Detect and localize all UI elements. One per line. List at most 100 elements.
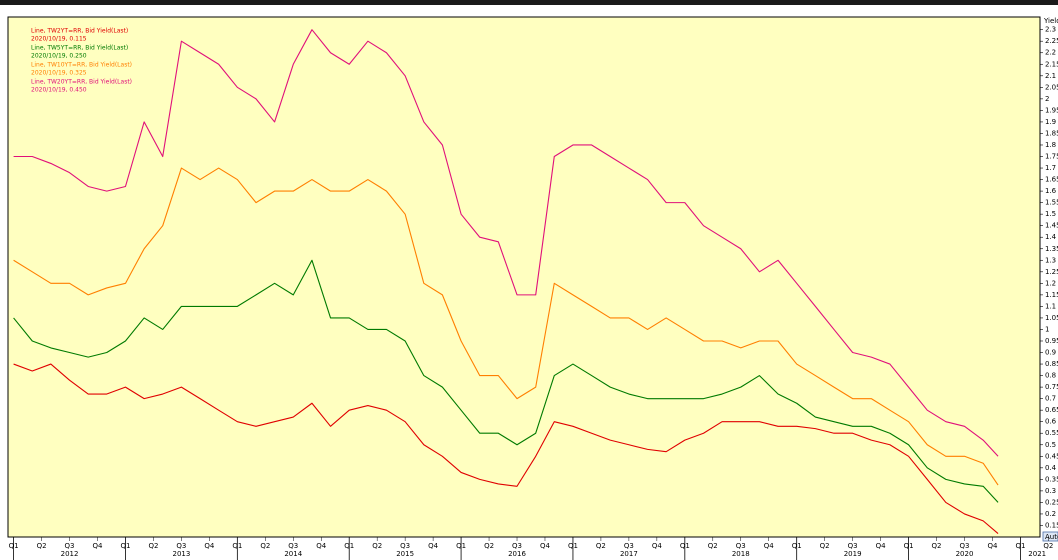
y-tick-label: 0.35 [1045,475,1058,483]
y-tick-label: 0.65 [1045,406,1058,414]
y-tick-label: 1.85 [1045,129,1058,137]
x-tick-label: Q2 [37,542,47,550]
y-tick-label: 1 [1045,325,1049,333]
y-axis-label: Yield [1043,17,1058,25]
y-tick-label: 0.15 [1045,521,1058,529]
year-label: 2021 [1028,550,1046,558]
x-tick-label: Q1 [568,542,578,550]
x-tick-label: Q2 [484,542,494,550]
x-tick-label: Q1 [680,542,690,550]
auto-button[interactable] [1042,531,1058,542]
x-tick-label: Q4 [540,542,551,550]
y-tick-label: 2.05 [1045,83,1058,91]
y-tick-label: 0.75 [1045,383,1058,391]
legend-name: Line, TW10YT=RR, Bid Yield(Last) [31,62,132,69]
year-label: 2019 [844,550,862,558]
x-tick-label: Q2 [708,542,718,550]
x-tick-label: Q2 [260,542,270,550]
series-line [13,363,999,534]
x-tick-label: Q1 [9,542,19,550]
x-tick-label: Q2 [820,542,830,550]
x-tick-label: Q2 [372,542,382,550]
x-tick-label: Q3 [176,542,186,550]
y-tick-label: 0.7 [1045,395,1056,403]
y-tick-label: 1.8 [1045,141,1056,149]
y-tick-label: 1.05 [1045,314,1058,322]
year-label: 2016 [508,550,526,558]
y-tick-label: 2.25 [1045,37,1058,45]
plot-area [7,16,1041,538]
y-tick-label: 2.1 [1045,72,1056,80]
series-line [13,167,999,486]
y-tick-label: 1.9 [1045,118,1056,126]
y-tick-label: 1.5 [1045,210,1056,218]
series-line [13,29,999,457]
year-label: 2015 [396,550,414,558]
y-tick-label: 1.75 [1045,153,1058,161]
y-tick-label: 1.15 [1045,291,1058,299]
top-bar [0,0,1058,5]
year-label: 2018 [732,550,750,558]
legend-detail: 2020/10/19, 0.325 [31,70,87,77]
y-tick-label: 0.6 [1045,418,1057,426]
y-tick-label: 0.8 [1045,372,1056,380]
year-label: 2017 [620,550,638,558]
auto-button-label[interactable]: Auto [1045,533,1058,541]
x-tick-label: Q3 [288,542,298,550]
y-tick-label: 2.15 [1045,60,1058,68]
legend: Line, TW2YT=RR, Bid Yield(Last)2020/10/1… [31,28,132,94]
y-tick-label: 1.25 [1045,268,1058,276]
y-tick-label: 0.5 [1045,441,1056,449]
y-tick-label: 1.7 [1045,164,1056,172]
x-tick-label: Q2 [148,542,158,550]
x-tick-label: Q1 [1015,542,1025,550]
y-tick-label: 0.9 [1045,349,1056,357]
x-tick-label: Q3 [624,542,634,550]
y-tick-label: 2 [1045,95,1049,103]
legend-name: Line, TW20YT=RR, Bid Yield(Last) [31,79,132,86]
year-label: 2012 [61,550,79,558]
x-tick-label: Q3 [848,542,858,550]
x-tick-label: Q1 [456,542,466,550]
legend-detail: 2020/10/19, 0.450 [31,87,87,94]
y-tick-label: 1.6 [1045,187,1057,195]
y-tick-label: 1.4 [1045,233,1057,241]
y-tick-label: 1.45 [1045,222,1058,230]
x-tick-label: Q1 [344,542,354,550]
y-tick-label: 2.2 [1045,49,1056,57]
x-tick-label: Q3 [736,542,746,550]
legend-detail: 2020/10/19, 0.250 [31,53,87,60]
x-tick-label: Q2 [596,542,606,550]
y-tick-label: 0.95 [1045,337,1058,345]
y-tick-label: 1.1 [1045,302,1056,310]
y-tick-label: 0.25 [1045,498,1058,506]
x-tick-label: Q3 [400,542,410,550]
y-tick-label: 1.35 [1045,245,1058,253]
x-tick-label: Q4 [428,542,439,550]
y-tick-label: 0.55 [1045,429,1058,437]
y-tick-label: 0.85 [1045,360,1058,368]
year-label: 2013 [172,550,190,558]
x-tick-label: Q2 [932,542,942,550]
x-tick-label: Q1 [232,542,242,550]
y-tick-label: 0.45 [1045,452,1058,460]
y-tick-label: 0.4 [1045,464,1057,472]
x-tick-label: Q3 [960,542,970,550]
x-tick-label: Q4 [876,542,887,550]
y-tick-label: 2.3 [1045,26,1056,34]
x-tick-label: Q4 [204,542,215,550]
year-label: 2020 [956,550,974,558]
y-tick-label: 0.2 [1045,510,1056,518]
legend-name: Line, TW2YT=RR, Bid Yield(Last) [31,28,128,35]
legend-name: Line, TW5YT=RR, Bid Yield(Last) [31,45,128,52]
legend-detail: 2020/10/19, 0.115 [31,36,87,43]
year-label: 2014 [284,550,302,558]
x-tick-label: Q4 [764,542,775,550]
x-tick-label: Q4 [987,542,998,550]
x-tick-label: Q2 [1043,542,1053,550]
series-line [13,259,999,503]
x-tick-label: Q4 [316,542,327,550]
y-tick-label: 1.95 [1045,106,1058,114]
x-tick-label: Q1 [792,542,802,550]
